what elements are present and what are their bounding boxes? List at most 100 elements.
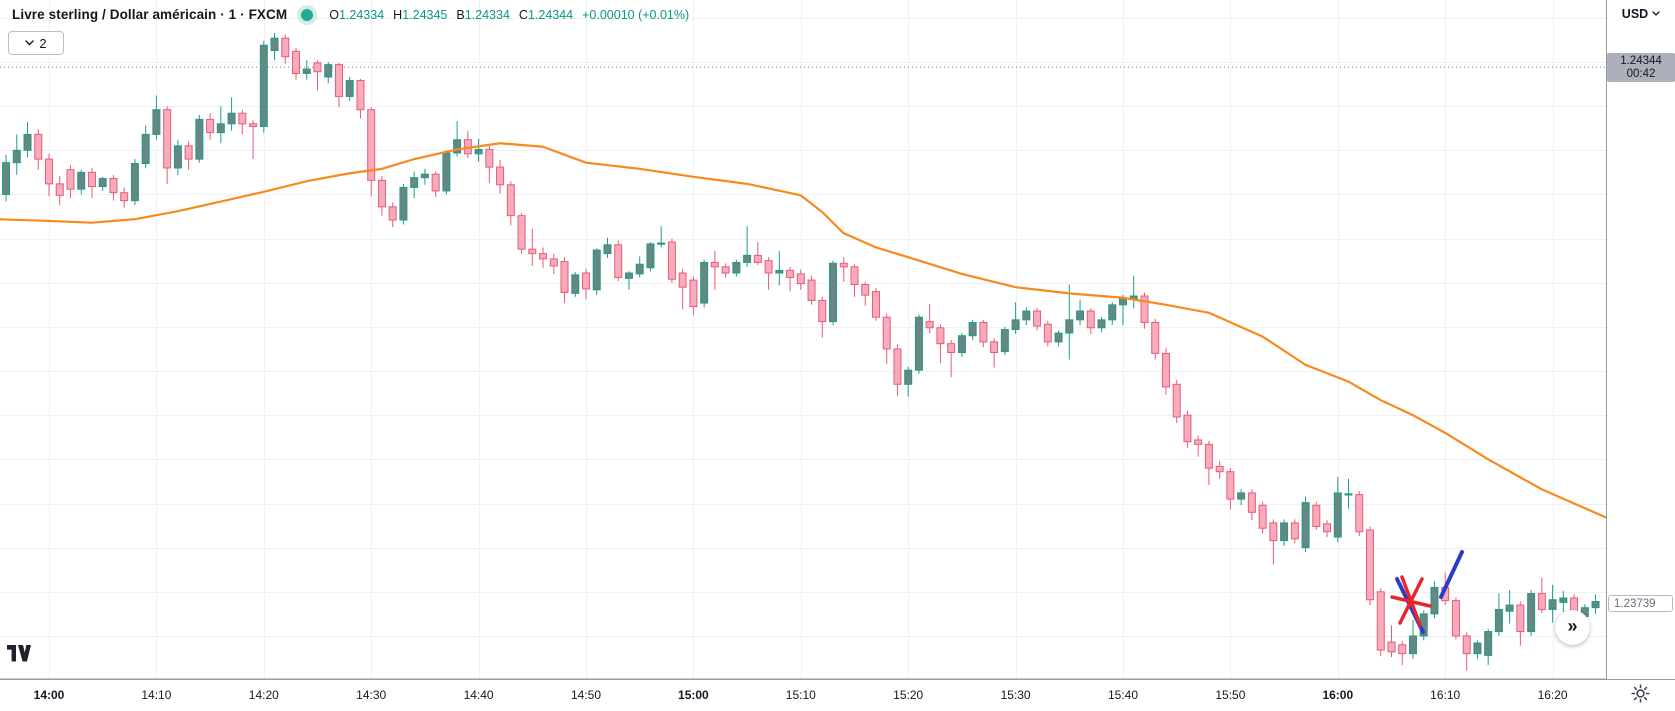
candle-body [313,62,322,73]
candle-body [1226,471,1235,500]
candle-body [1215,465,1224,473]
candle-body [1204,443,1213,469]
candle-body [388,206,397,221]
candle-body [871,291,880,318]
candle-body [1505,604,1514,612]
candle-body [914,316,923,371]
close-value: 1.24344 [527,7,574,22]
candle-body [1161,352,1170,388]
candle-body [1194,439,1203,445]
candle-body [968,321,977,337]
candle-body [743,254,752,263]
symbol-title[interactable]: Livre sterling / Dollar américain · 1 · … [12,7,288,22]
time-axis-label: 15:30 [1000,688,1031,702]
candle-body [1076,310,1085,321]
market-open-dot-icon [301,8,314,21]
candle-body [1559,597,1568,603]
candle-body [55,183,64,196]
low-label: B [456,7,465,22]
candle-body [1108,304,1117,321]
candle-body [635,263,644,275]
candle-body [1237,492,1246,500]
candle-body [206,118,215,134]
candle-body [882,316,891,350]
tradingview-logo[interactable] [7,645,31,667]
change-value: +0.00010 (+0.01%) [582,7,690,22]
candle-body [1054,332,1063,343]
red-star-drawing[interactable] [1398,577,1424,625]
candle-body [1323,523,1332,533]
candle-body [1527,593,1536,633]
candle-body [1484,631,1493,656]
candle-body [34,133,43,160]
candle-body [775,269,784,274]
time-axis-label: 15:00 [678,688,709,702]
currency-dropdown[interactable]: USD [1607,0,1675,27]
time-axis-label: 15:20 [893,688,924,702]
candle-body [1408,635,1417,655]
candle-body [45,158,53,185]
candle-body [410,177,419,188]
candle-body [957,335,966,354]
candle-body [1398,644,1407,655]
candle-body [796,273,805,285]
candle-body [1591,601,1600,609]
candle-body [1516,604,1525,633]
candle-body [614,244,623,278]
candle-body [109,178,118,194]
candle-body [1086,310,1095,329]
candle-body [646,243,655,269]
candle-body [506,184,515,217]
close-label: C [518,7,528,22]
moving-average-line[interactable] [0,142,1608,519]
object-tree-count: 2 [39,35,47,51]
axis-settings-button[interactable] [1628,681,1652,705]
candle-body [1065,319,1074,334]
candle-body [850,266,859,286]
candle-body [893,348,902,385]
candle-body [753,254,762,263]
candle-body [1140,295,1149,323]
time-axis-label: 14:00 [33,688,65,702]
object-tree-collapse-button[interactable]: 2 [8,31,64,55]
candle-body [1280,522,1289,542]
candle-body [66,169,75,190]
candle-body [77,171,86,190]
time-axis-label: 15:50 [1215,688,1246,702]
candle-body [184,145,193,160]
candle-body [1462,635,1471,655]
blue-trend-drawing[interactable] [1439,550,1464,599]
ohlc-values: O1.24334 H1.24345 B1.24334 C1.24344 +0.0… [329,8,689,22]
candle-body [1119,298,1127,306]
candle-body [227,112,236,125]
candle-body [721,266,730,274]
time-axis-label: 14:40 [463,688,494,702]
open-value: 1.24334 [338,7,385,22]
candle-body [517,215,526,250]
candle-body [163,109,172,169]
candle-body [1043,323,1052,343]
candle-body [807,279,816,301]
candle-body [689,279,698,308]
chevron-down-icon [1652,11,1660,16]
candle-body [1172,383,1181,418]
candle-body [592,249,601,291]
candle-body [1333,492,1342,538]
candle-body [442,152,451,192]
candle-body [603,244,612,255]
candle-body [12,149,21,164]
price-axis[interactable] [1607,0,1675,679]
candle-body [98,178,107,188]
go-to-realtime-button[interactable]: » [1555,610,1590,645]
candle-body [571,274,580,294]
candle-body [786,269,795,278]
candle-body [1494,608,1503,633]
time-axis[interactable]: 14:00 14:10 14:20 14:30 14:40 14:50 15:00 15:10… [0,680,1675,711]
candle-body [249,123,258,127]
grid [0,0,1606,679]
candle-body [1376,591,1385,651]
candle-body [678,272,687,288]
time-axis-label: 14:20 [248,688,279,702]
